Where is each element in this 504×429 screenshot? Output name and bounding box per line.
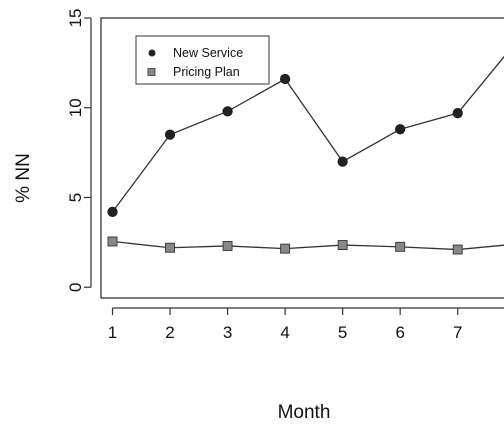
legend: New Service Pricing Plan <box>135 35 270 85</box>
data-point-new-service <box>164 129 176 140</box>
data-point-pricing-plan <box>222 240 233 251</box>
data-point-pricing-plan <box>337 240 348 251</box>
legend-label-new-service: New Service <box>173 46 243 60</box>
legend-marker-new-service <box>148 49 156 57</box>
series-line-pricing-plan <box>112 240 504 251</box>
y-axis-title: % NN <box>13 153 34 203</box>
data-point-pricing-plan <box>107 236 118 247</box>
x-tick-label: 1 <box>108 323 117 342</box>
y-tick-label: 10 <box>66 98 85 117</box>
y-tick-label: 15 <box>66 9 85 28</box>
series-line-new-service <box>111 55 504 213</box>
legend-box <box>135 35 270 85</box>
data-point-new-service <box>107 206 118 217</box>
data-point-pricing-plan <box>395 241 406 252</box>
y-tick-label: 5 <box>66 193 85 202</box>
data-point-new-service <box>337 156 348 167</box>
x-tick-label: 7 <box>453 323 462 342</box>
data-point-pricing-plan <box>280 243 291 254</box>
legend-label-pricing-plan: Pricing Plan <box>173 65 240 79</box>
data-point-new-service <box>280 73 291 85</box>
y-tick-label: 0 <box>66 282 85 291</box>
x-tick-label: 6 <box>395 323 404 342</box>
x-axis-title: Month <box>278 402 331 423</box>
series-layer <box>107 55 504 255</box>
data-point-pricing-plan <box>165 242 175 253</box>
axes: 05101512345678 <box>66 9 504 342</box>
data-point-new-service <box>395 124 406 135</box>
x-tick-label: 2 <box>165 323 174 342</box>
data-point-new-service <box>222 106 233 117</box>
x-tick-label: 5 <box>338 323 347 342</box>
data-point-pricing-plan <box>452 244 463 255</box>
x-tick-label: 3 <box>223 323 232 342</box>
x-tick-label: 4 <box>280 323 289 342</box>
data-point-new-service <box>452 108 463 119</box>
legend-marker-pricing-plan <box>147 68 156 76</box>
plot-frame <box>100 17 504 299</box>
